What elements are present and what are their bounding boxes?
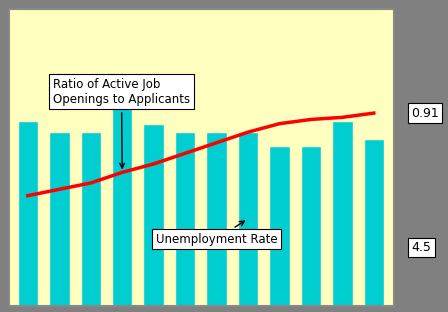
Bar	[207, 132, 227, 306]
Text: Unemployment Rate: Unemployment Rate	[156, 221, 277, 246]
Bar	[269, 146, 290, 306]
Text: 4.5: 4.5	[412, 241, 431, 254]
Bar	[17, 120, 38, 306]
Bar	[81, 132, 101, 306]
Bar	[175, 132, 195, 306]
Bar	[332, 120, 353, 306]
Bar	[364, 139, 384, 306]
Bar	[143, 124, 164, 306]
Text: Ratio of Active Job
Openings to Applicants: Ratio of Active Job Openings to Applican…	[53, 78, 190, 168]
Text: 0.91: 0.91	[412, 107, 439, 119]
Bar	[301, 146, 321, 306]
Bar	[49, 132, 69, 306]
Bar	[238, 132, 258, 306]
Bar	[112, 102, 133, 306]
